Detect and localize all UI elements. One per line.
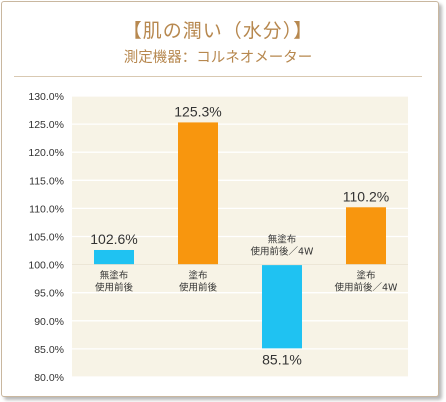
bar (94, 249, 134, 265)
y-tick-label: 110.0% (29, 203, 64, 215)
title-divider (14, 76, 422, 77)
y-tick-label: 130.0% (28, 91, 64, 103)
chart-title: 【肌の潤い（水分）】 (122, 20, 314, 42)
category-label: 使用前後 (179, 282, 218, 294)
y-tick-label: 95.0% (34, 288, 64, 300)
category-label: 無塗布 (100, 270, 129, 282)
data-label: 102.6% (90, 231, 137, 247)
bar (178, 122, 218, 265)
y-tick-label: 85.0% (34, 344, 64, 356)
category-label: 無塗布 (268, 234, 297, 246)
y-tick-label: 115.0% (29, 175, 64, 187)
chart-subtitle: 測定機器：コルネオメーター (123, 50, 313, 66)
data-label: 110.2% (343, 188, 389, 204)
bar (262, 264, 302, 349)
category-label: 使用前後／4W (335, 282, 399, 294)
category-label: 使用前後／4W (251, 246, 315, 258)
category-label: 塗布 (356, 270, 375, 282)
y-tick-label: 105.0% (28, 232, 64, 244)
category-label: 使用前後 (95, 282, 134, 294)
y-tick-label: 125.0% (28, 119, 64, 131)
y-tick-label: 120.0% (28, 147, 64, 159)
y-tick-label: 90.0% (34, 316, 64, 328)
y-tick-label: 100.0% (28, 260, 64, 272)
data-label: 125.3% (174, 103, 221, 119)
data-label: 85.1% (262, 351, 302, 367)
category-label: 塗布 (188, 270, 207, 282)
y-tick-label: 80.0% (34, 372, 64, 384)
bar (346, 207, 386, 265)
